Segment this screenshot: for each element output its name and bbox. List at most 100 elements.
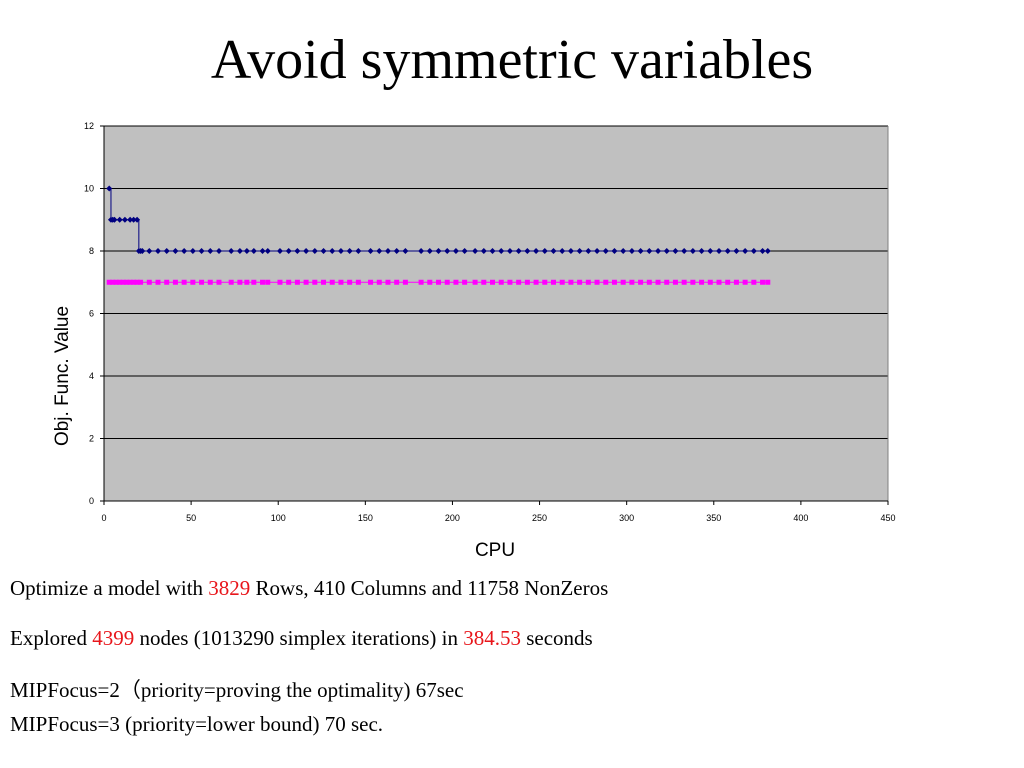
data-point: [629, 279, 635, 285]
data-point: [481, 279, 487, 285]
data-point: [355, 248, 362, 254]
data-point: [329, 248, 336, 254]
data-point: [698, 248, 705, 254]
data-point: [134, 279, 140, 285]
series-2: [106, 279, 771, 285]
data-point: [498, 279, 504, 285]
data-point: [533, 279, 539, 285]
data-point: [750, 248, 757, 254]
data-point: [453, 279, 459, 285]
data-point: [594, 248, 601, 254]
objective-value-chart: 0 2 4 6 8 10 12 0 50 100 150 200 250 300 350 400 450 Obj…: [52, 121, 896, 561]
seconds-value: 384.53: [463, 626, 521, 650]
data-point: [427, 279, 433, 285]
data-point: [751, 279, 757, 285]
data-point: [146, 248, 153, 254]
data-point: [490, 279, 496, 285]
data-point: [402, 248, 409, 254]
data-point: [603, 279, 609, 285]
data-point: [602, 248, 609, 254]
data-point: [759, 248, 766, 254]
model-info-line: Optimize a model with 3829 Rows, 410 Col…: [10, 576, 608, 601]
data-point: [215, 248, 222, 254]
data-point: [394, 279, 400, 285]
data-point: [664, 279, 670, 285]
data-point: [568, 279, 574, 285]
mipfocus2-line: MIPFocus=2（priority=proving the optimali…: [10, 678, 464, 702]
slide-title: Avoid symmetric variables: [210, 29, 814, 91]
data-point: [498, 248, 505, 254]
data-point: [567, 248, 574, 254]
data-point: [338, 279, 344, 285]
x-tick-label: 50: [186, 513, 196, 523]
data-point: [277, 279, 283, 285]
mipfocus3-line: MIPFocus=3 (priority=lower bound) 70 sec…: [10, 712, 384, 736]
x-tick-label: 250: [532, 513, 547, 523]
data-point: [681, 279, 687, 285]
data-point: [376, 248, 383, 254]
explored-post: seconds: [520, 626, 593, 650]
data-point: [524, 248, 531, 254]
data-point: [216, 279, 222, 285]
data-point: [541, 248, 548, 254]
model-info-pre: Optimize a model with: [10, 576, 209, 600]
data-point: [124, 279, 130, 285]
series-group: [106, 185, 771, 285]
data-point: [516, 279, 522, 285]
data-point: [312, 279, 318, 285]
data-point: [506, 248, 513, 254]
x-tick-label: 450: [880, 513, 895, 523]
data-point: [444, 279, 450, 285]
data-point: [106, 279, 112, 285]
data-point: [742, 248, 749, 254]
data-point: [461, 248, 468, 254]
data-point: [117, 279, 123, 285]
data-point: [311, 248, 318, 254]
data-point: [303, 279, 309, 285]
data-point: [620, 279, 626, 285]
y-tick-label: 0: [89, 496, 94, 506]
y-tick-label: 6: [89, 309, 94, 319]
data-point: [121, 216, 128, 223]
data-point: [329, 279, 335, 285]
explored-mid: nodes (1013290 simplex iterations) in: [134, 626, 464, 650]
data-point: [265, 279, 271, 285]
x-axis-label: CPU: [475, 540, 515, 561]
data-point: [550, 279, 556, 285]
data-point: [733, 248, 740, 254]
data-point: [228, 279, 234, 285]
data-point: [611, 279, 617, 285]
data-point: [542, 279, 548, 285]
data-point: [646, 279, 652, 285]
data-point: [146, 279, 152, 285]
data-point: [452, 248, 459, 254]
data-point: [707, 248, 714, 254]
data-point: [106, 185, 113, 192]
data-point: [189, 248, 196, 254]
data-point: [155, 279, 161, 285]
y-tick-label: 4: [89, 371, 94, 381]
data-point: [637, 248, 644, 254]
data-point: [127, 279, 133, 285]
data-point: [689, 248, 696, 254]
data-point: [462, 279, 468, 285]
data-point: [138, 279, 144, 285]
data-point: [164, 279, 170, 285]
data-point: [733, 279, 739, 285]
x-tick-label: 200: [445, 513, 460, 523]
data-point: [303, 248, 310, 254]
data-point: [172, 279, 178, 285]
data-point: [402, 279, 408, 285]
nodes-count: 4399: [92, 626, 135, 650]
data-point: [120, 279, 126, 285]
data-point: [139, 248, 146, 254]
data-point: [646, 248, 653, 254]
data-point: [131, 279, 137, 285]
data-point: [594, 279, 600, 285]
data-point: [611, 248, 618, 254]
data-point: [426, 248, 433, 254]
data-point: [480, 248, 487, 254]
tick-labels: 0 2 4 6 8 10 12 0 50 100 150 200 250 300 350 400 450: [84, 121, 896, 523]
data-point: [376, 279, 382, 285]
data-point: [251, 279, 257, 285]
